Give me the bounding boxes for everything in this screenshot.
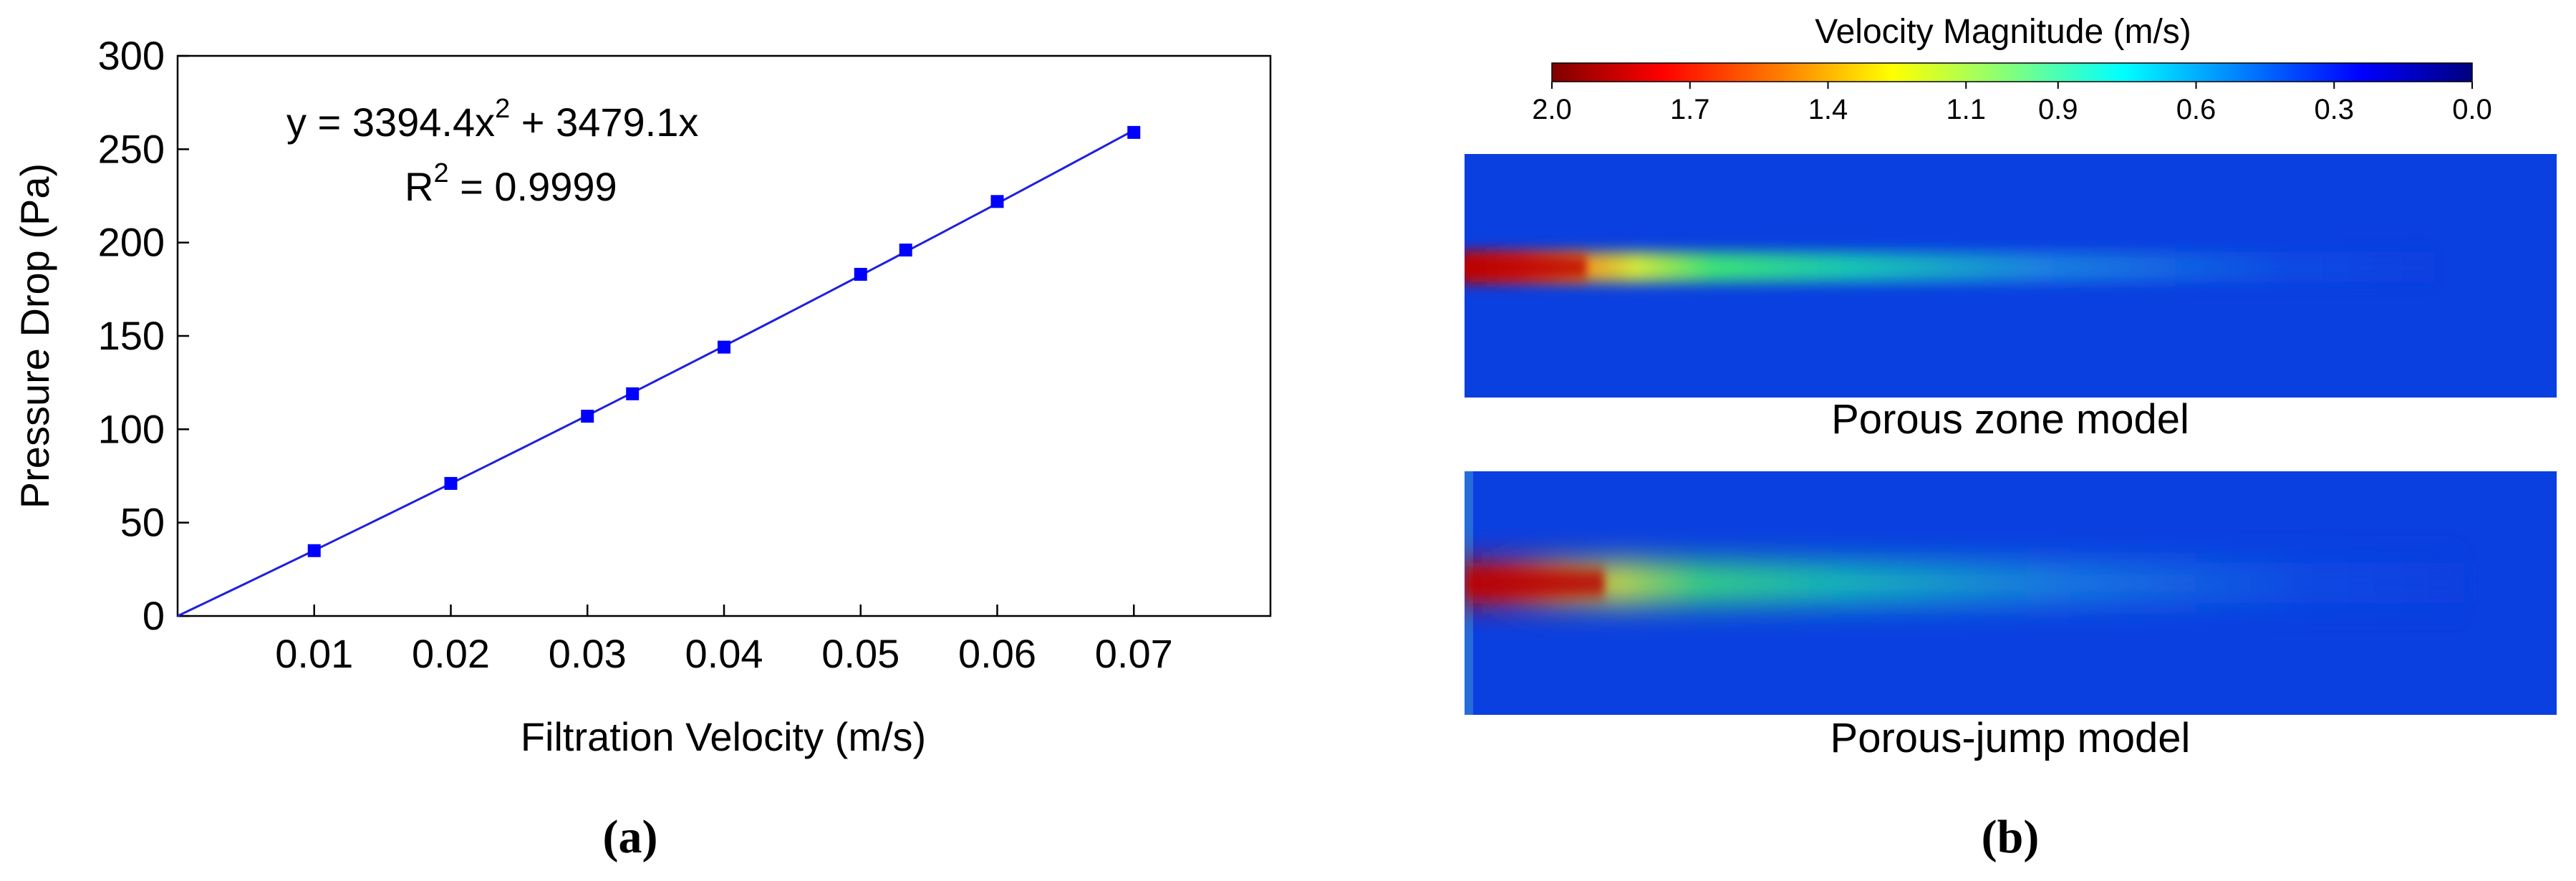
- colorbar-tick-label: 0.6: [2176, 94, 2216, 125]
- data-point: [626, 387, 640, 400]
- contour-porous-zone: [1465, 154, 2557, 398]
- data-point: [1127, 125, 1141, 139]
- colorbar-tick-label: 1.1: [1946, 94, 1986, 125]
- x-tick-label: 0.02: [412, 631, 490, 676]
- x-axis-ticks: 0.01 0.02 0.03 0.04 0.05 0.06 0.07: [275, 605, 1173, 676]
- x-tick-label: 0.03: [549, 631, 627, 676]
- panel-label-b: (b): [1982, 811, 2040, 863]
- colorbar-ticks: 2.0 1.7 1.4 1.1 0.9 0.6 0.3 0.0: [1532, 82, 2492, 125]
- y-axis-ticks: 0 50 100 150 200 250 300: [98, 33, 189, 638]
- data-point: [307, 544, 321, 557]
- velocity-contour-figure: Velocity Magnitude (m/s) 2.0 1.7 1.4 1.1 0.9…: [1465, 13, 2557, 863]
- colorbar-tick-label: 1.7: [1670, 94, 1710, 125]
- x-tick-label: 0.01: [275, 631, 353, 676]
- jet-core-hot: [1465, 256, 1586, 278]
- data-point: [854, 267, 867, 281]
- fit-curve: [177, 129, 1134, 617]
- y-tick-label: 250: [98, 126, 165, 171]
- data-points: [307, 125, 1141, 557]
- jet-core-hot: [1468, 570, 1604, 596]
- x-tick-label: 0.06: [958, 631, 1036, 676]
- colorbar: [1551, 62, 2473, 82]
- colorbar-tick-label: 1.4: [1808, 94, 1848, 125]
- caption-porous-zone: Porous zone model: [1831, 396, 2189, 443]
- data-point: [990, 195, 1004, 208]
- caption-porous-jump: Porous-jump model: [1830, 715, 2191, 761]
- x-axis-label: Filtration Velocity (m/s): [521, 714, 926, 759]
- data-point: [718, 340, 730, 354]
- colorbar-title: Velocity Magnitude (m/s): [1815, 13, 2191, 51]
- colorbar-tick-label: 0.9: [2038, 94, 2078, 125]
- jet-core: [1465, 563, 2464, 603]
- fit-equation: y = 3394.4x2 + 3479.1x: [286, 94, 698, 145]
- contour-porous-jump: [1465, 471, 2557, 715]
- y-axis-label: Pressure Drop (Pa): [12, 163, 57, 509]
- colorbar-tick-label: 2.0: [1532, 94, 1572, 125]
- x-tick-label: 0.07: [1095, 631, 1173, 676]
- x-tick-label: 0.04: [685, 631, 763, 676]
- x-tick-label: 0.05: [821, 631, 899, 676]
- data-point: [581, 410, 594, 423]
- data-point: [899, 244, 912, 257]
- y-tick-label: 0: [143, 593, 165, 638]
- panel-label-a: (a): [603, 811, 658, 863]
- r-squared: R2 = 0.9999: [405, 158, 617, 209]
- y-tick-label: 50: [120, 500, 165, 545]
- colorbar-tick-label: 0.3: [2314, 94, 2354, 125]
- y-tick-label: 300: [98, 33, 165, 78]
- y-tick-label: 100: [98, 406, 165, 451]
- y-tick-label: 150: [98, 313, 165, 358]
- jet-core: [1465, 252, 2435, 282]
- data-point: [444, 476, 458, 490]
- y-tick-label: 200: [98, 220, 165, 265]
- colorbar-tick-label: 0.0: [2452, 94, 2492, 125]
